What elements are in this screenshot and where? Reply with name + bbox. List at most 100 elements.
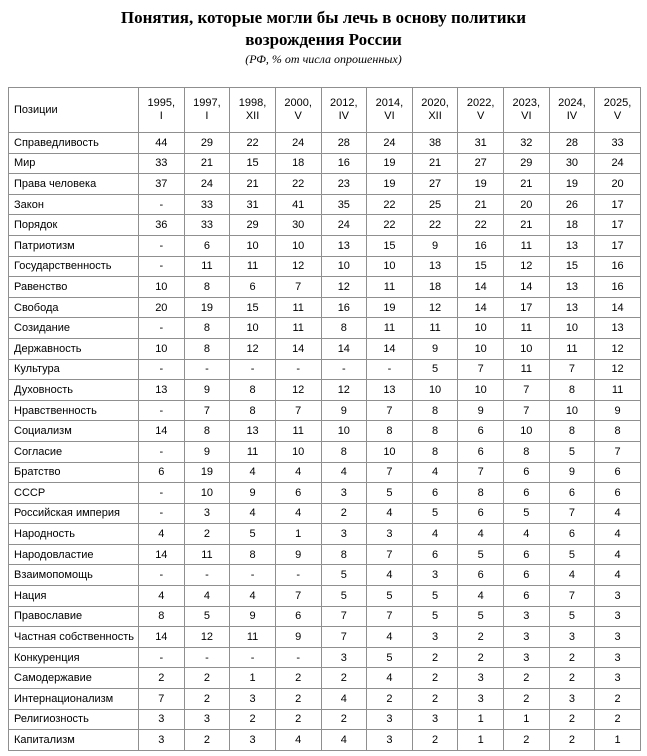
row-label: СССР xyxy=(8,482,139,504)
cell-value: 30 xyxy=(274,214,322,236)
cell-value: 31 xyxy=(229,193,276,216)
cell-value: 3 xyxy=(366,523,413,545)
cell-value: 2 xyxy=(411,729,459,751)
page-title-line2: возрождения России xyxy=(245,30,402,49)
cell-value: 4 xyxy=(548,564,596,587)
cell-value: 7 xyxy=(366,605,413,628)
cell-value: 4 xyxy=(138,523,185,545)
cell-value: 4 xyxy=(503,523,550,545)
column-wave: IV xyxy=(566,110,578,122)
cell-value: 4 xyxy=(366,502,413,525)
cell-value: 1 xyxy=(503,708,550,731)
column-year: 2023, xyxy=(512,97,541,109)
cell-value: 4 xyxy=(183,585,231,607)
cell-value: 3 xyxy=(594,646,641,669)
cell-value: 4 xyxy=(274,502,322,525)
cell-value: 3 xyxy=(229,729,276,751)
cell-value: 15 xyxy=(366,234,413,257)
cell-value: 2 xyxy=(457,646,504,669)
cell-value: 6 xyxy=(503,461,550,484)
cell-value: 9 xyxy=(274,626,322,648)
cell-value: 6 xyxy=(229,276,276,298)
row-label: Равенство xyxy=(8,276,139,298)
cell-value: 6 xyxy=(183,234,231,257)
column-year: 2020, xyxy=(421,97,449,109)
row-label: Справедливость xyxy=(8,132,139,154)
cell-value: 7 xyxy=(457,461,504,484)
row-label: Согласие xyxy=(8,440,139,463)
cell-value: 8 xyxy=(548,379,596,401)
cell-value: 8 xyxy=(548,420,596,442)
column-header-2014: 2014, VI xyxy=(366,87,413,133)
row-label: Закон xyxy=(8,193,139,216)
cell-value: 6 xyxy=(457,420,504,442)
table-row: Права человека 37 24 21 22 23 19 27 19 21 19 20 xyxy=(8,173,641,195)
cell-value: 22 xyxy=(366,193,413,216)
cell-value: 3 xyxy=(503,626,550,648)
row-label: Интернационализм xyxy=(8,688,139,710)
cell-value: 16 xyxy=(320,152,368,175)
cell-value: 17 xyxy=(594,214,641,236)
row-label: Капитализм xyxy=(8,729,139,751)
cell-value: 5 xyxy=(503,502,550,525)
column-year: 1995, xyxy=(147,97,176,109)
cell-value: 3 xyxy=(594,605,641,628)
cell-value: 10 xyxy=(274,234,322,257)
cell-value: 8 xyxy=(183,420,231,442)
cell-value: 8 xyxy=(320,317,368,339)
cell-value: 2 xyxy=(274,688,322,710)
cell-value: 2 xyxy=(548,646,596,669)
cell-value: 2 xyxy=(183,729,231,751)
cell-value: 21 xyxy=(183,152,231,175)
cell-value: 13 xyxy=(320,234,368,257)
cell-value: 2 xyxy=(138,667,185,690)
cell-value: - xyxy=(138,440,185,463)
cell-value: - xyxy=(183,646,231,669)
cell-value: 8 xyxy=(138,605,185,628)
column-wave: XII xyxy=(428,110,442,122)
cell-value: 8 xyxy=(503,440,550,463)
cell-value: 16 xyxy=(594,255,641,278)
cell-value: 4 xyxy=(366,667,413,690)
cell-value: 4 xyxy=(138,585,185,607)
cell-value: 6 xyxy=(548,482,596,504)
cell-value: 3 xyxy=(457,667,504,690)
cell-value: 8 xyxy=(457,482,504,504)
cell-value: 6 xyxy=(503,482,550,504)
cell-value: - xyxy=(138,502,185,525)
cell-value: 10 xyxy=(320,420,368,442)
cell-value: 7 xyxy=(320,605,368,628)
cell-value: 17 xyxy=(594,193,641,216)
cell-value: 4 xyxy=(229,585,276,607)
row-label: Нация xyxy=(8,585,139,607)
cell-value: 2 xyxy=(594,708,641,731)
row-label: Порядок xyxy=(8,214,139,236)
cell-value: 3 xyxy=(320,646,368,669)
cell-value: 33 xyxy=(183,214,231,236)
table-row: Социализм 14 8 13 11 10 8 8 6 10 8 8 xyxy=(8,420,641,442)
table-row: Самодержавие 2 2 1 2 2 4 2 3 2 2 3 xyxy=(8,667,641,690)
cell-value: 29 xyxy=(503,152,550,175)
row-label: Созидание xyxy=(8,317,139,339)
cell-value: - xyxy=(138,193,185,216)
cell-value: 11 xyxy=(274,420,322,442)
cell-value: 15 xyxy=(548,255,596,278)
table-row: Народовластие 14 11 8 9 8 7 6 5 6 5 4 xyxy=(8,543,641,566)
column-year: 1997, xyxy=(193,97,221,109)
cell-value: 16 xyxy=(320,296,368,319)
cell-value: 24 xyxy=(594,152,641,175)
cell-value: 18 xyxy=(548,214,596,236)
cell-value: 19 xyxy=(366,152,413,175)
cell-value: 12 xyxy=(503,255,550,278)
cell-value: 7 xyxy=(274,399,322,422)
cell-value: 4 xyxy=(457,585,504,607)
cell-value: 14 xyxy=(366,337,413,360)
cell-value: 7 xyxy=(274,276,322,298)
cell-value: 33 xyxy=(138,152,185,175)
cell-value: 18 xyxy=(274,152,322,175)
cell-value: 3 xyxy=(183,502,231,525)
cell-value: 5 xyxy=(411,502,459,525)
cell-value: 2 xyxy=(411,646,459,669)
cell-value: - xyxy=(138,358,185,381)
column-wave: IV xyxy=(338,110,350,122)
